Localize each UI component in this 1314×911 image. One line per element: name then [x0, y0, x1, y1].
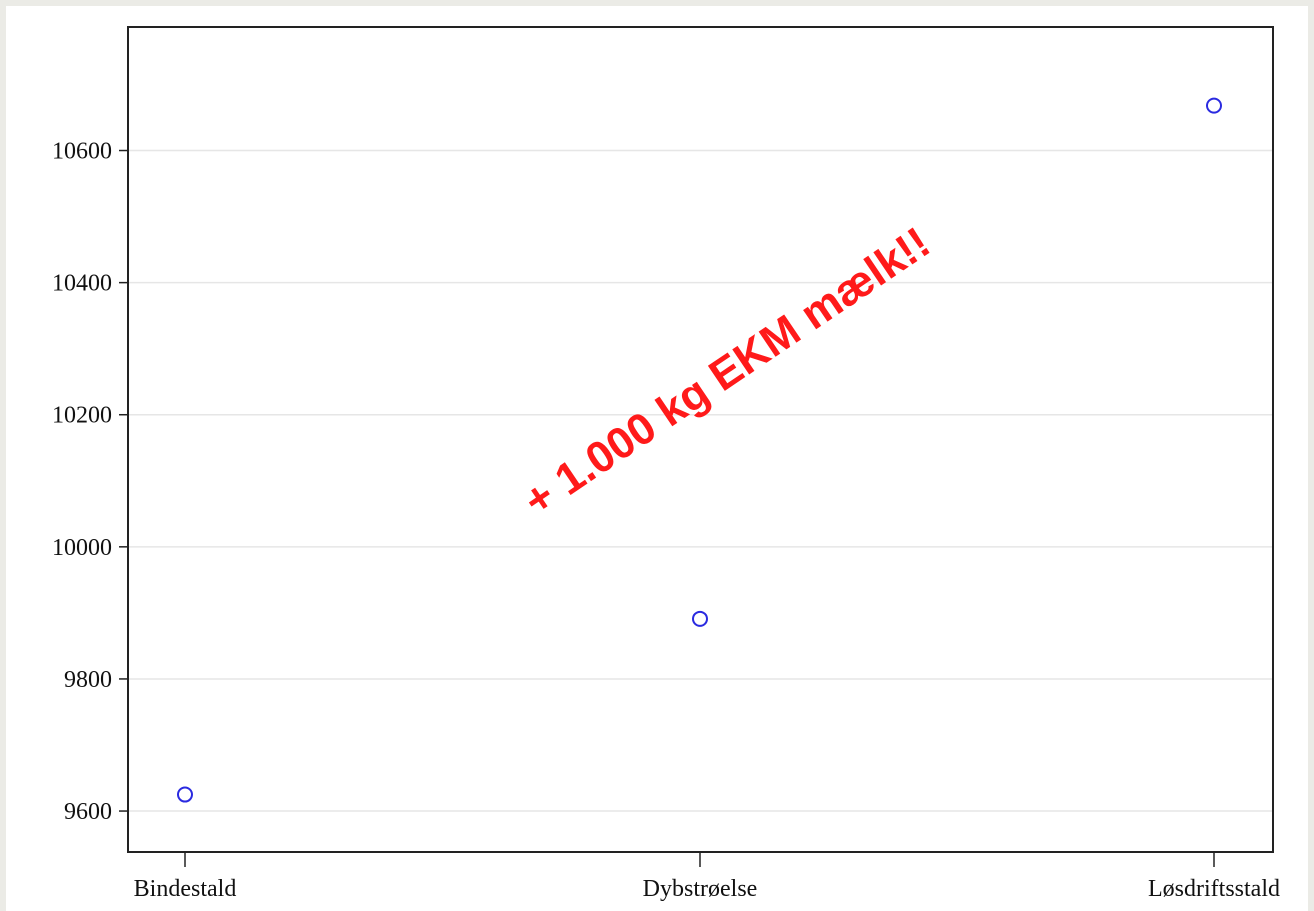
- x-tick-label: Løsdriftsstald: [1148, 876, 1280, 902]
- data-point: [177, 786, 193, 803]
- data-point: [692, 610, 708, 627]
- plot-frame: [127, 26, 1274, 853]
- y-tick-label: 10400: [52, 271, 112, 297]
- y-tick-label: 10600: [52, 139, 112, 165]
- x-tick-label: Bindestald: [134, 876, 237, 902]
- chart-background: [6, 6, 1308, 911]
- y-tick-label: 10200: [52, 403, 112, 429]
- axis-ticks: [119, 149, 1215, 867]
- x-tick-label: Dybstrøelse: [643, 876, 758, 902]
- y-tick-label: 9600: [64, 799, 112, 825]
- data-point: [1206, 97, 1222, 114]
- data-points: [177, 97, 1222, 803]
- grid-lines: [128, 149, 1273, 812]
- y-tick-label: 9800: [64, 667, 112, 693]
- tick-labels: 9600 9800 10000 10200 10400 10600 Bindestald Dy…: [52, 139, 1280, 902]
- y-tick-label: 10000: [52, 535, 112, 561]
